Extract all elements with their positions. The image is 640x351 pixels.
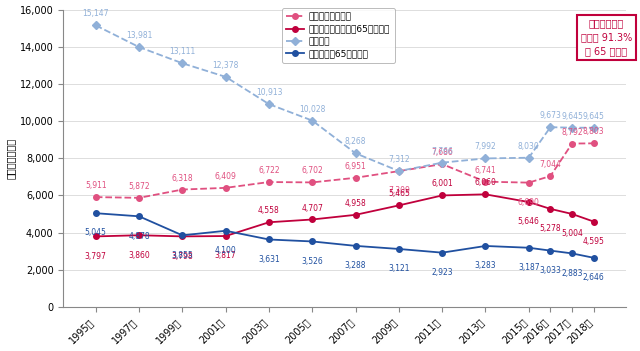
Text: 7,312: 7,312 [388,155,410,164]
Text: 9,645: 9,645 [583,112,605,121]
Text: 6,409: 6,409 [215,172,237,181]
Text: 4,100: 4,100 [215,246,237,255]
Text: 3,526: 3,526 [301,257,323,266]
Text: 転倒・転落死
亡者の 91.3%
が 65 歳以上: 転倒・転落死 亡者の 91.3% が 65 歳以上 [581,19,632,57]
Text: 4,558: 4,558 [258,206,280,215]
Text: 3,033: 3,033 [540,266,561,275]
Text: 9,673: 9,673 [540,111,561,120]
Text: 4,595: 4,595 [583,237,605,246]
Text: 5,872: 5,872 [128,182,150,191]
Text: 5,646: 5,646 [518,217,540,226]
Text: 7,766: 7,766 [431,147,453,156]
Text: 5,045: 5,045 [85,229,107,238]
Text: 2,883: 2,883 [561,269,583,278]
Text: 3,798: 3,798 [172,252,193,261]
Text: 6,318: 6,318 [172,174,193,183]
Text: 7,044: 7,044 [540,160,561,169]
Text: 3,797: 3,797 [85,252,107,261]
Text: 5,465: 5,465 [388,190,410,198]
Text: 4,707: 4,707 [301,204,323,213]
Text: 4,878: 4,878 [128,232,150,240]
Text: 3,288: 3,288 [345,261,366,270]
Text: 7,992: 7,992 [475,143,497,152]
Text: 10,028: 10,028 [299,105,326,114]
Text: 3,855: 3,855 [172,251,193,260]
Text: 7,686: 7,686 [431,148,453,157]
Text: 3,283: 3,283 [475,261,496,270]
Text: 15,147: 15,147 [83,9,109,19]
Text: 6,722: 6,722 [258,166,280,175]
Text: 6,001: 6,001 [431,179,453,188]
Text: 5,004: 5,004 [561,229,583,238]
Text: 2,923: 2,923 [431,268,453,277]
Text: 8,268: 8,268 [345,137,366,146]
Text: 13,981: 13,981 [126,31,152,40]
Text: 6,690: 6,690 [518,198,540,207]
Text: 3,631: 3,631 [258,255,280,264]
Text: 3,860: 3,860 [128,251,150,259]
Text: 7,309: 7,309 [388,186,410,196]
Text: 5,911: 5,911 [85,181,107,190]
Text: 3,817: 3,817 [215,251,237,260]
Text: 6,951: 6,951 [345,162,367,171]
Y-axis label: 死亡者数（人）: 死亡者数（人） [6,138,15,179]
Text: 4,958: 4,958 [345,199,367,208]
Text: 10,913: 10,913 [256,88,282,97]
Text: 8,030: 8,030 [518,142,540,151]
Text: 12,378: 12,378 [212,61,239,70]
Text: 2,646: 2,646 [583,273,605,282]
Text: 13,111: 13,111 [169,47,195,56]
Text: 8,792: 8,792 [561,128,583,137]
Text: 9,645: 9,645 [561,112,583,121]
Legend: 転倒・転落・墜落, 転倒・転落・墜落（65歳以上）, 交通事故, 交通事故（65歳以上）: 転倒・転落・墜落, 転倒・転落・墜落（65歳以上）, 交通事故, 交通事故（65… [282,8,395,62]
Text: 3,187: 3,187 [518,263,540,272]
Text: 6,741: 6,741 [475,166,497,175]
Text: 6,060: 6,060 [474,178,497,187]
Text: 6,702: 6,702 [301,166,323,176]
Text: 3,121: 3,121 [388,264,410,273]
Text: 8,803: 8,803 [583,127,605,137]
Text: 5,278: 5,278 [540,224,561,233]
